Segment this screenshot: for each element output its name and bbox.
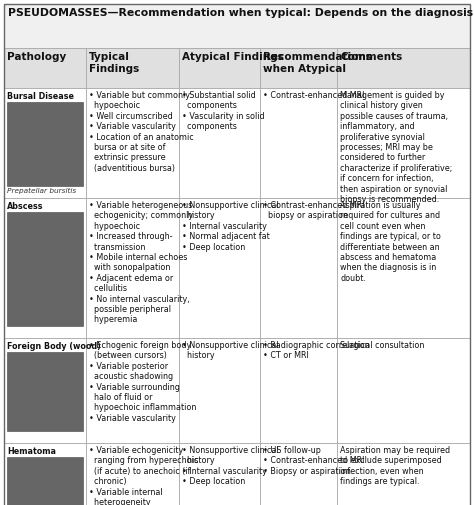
Bar xyxy=(337,198,470,338)
Text: • Radiographic correlation
• CT or MRI: • Radiographic correlation • CT or MRI xyxy=(263,341,370,361)
Text: • Echogenic foreign body
  (between cursors)
• Variable posterior
  acoustic sha: • Echogenic foreign body (between cursor… xyxy=(89,341,196,423)
Text: Comments: Comments xyxy=(340,52,402,62)
Bar xyxy=(85,198,179,338)
Bar xyxy=(260,198,337,338)
Bar xyxy=(179,198,260,338)
Text: Hematoma: Hematoma xyxy=(7,447,56,456)
Bar xyxy=(7,212,82,326)
Bar xyxy=(260,443,337,505)
Bar xyxy=(179,443,260,505)
Bar xyxy=(4,48,85,88)
Text: Surgical consultation: Surgical consultation xyxy=(340,341,425,350)
Bar xyxy=(85,48,179,88)
Bar xyxy=(85,338,179,443)
Bar xyxy=(7,457,82,505)
Text: • Variable heterogeneous
  echogenicity; commonly
  hypoechoic
• Increased throu: • Variable heterogeneous echogenicity; c… xyxy=(89,201,192,324)
Bar xyxy=(4,443,85,505)
Text: Abscess: Abscess xyxy=(7,202,44,211)
Bar xyxy=(337,338,470,443)
Text: • Variable but commonly
  hypoechoic
• Well circumscribed
• Variable vascularity: • Variable but commonly hypoechoic • Wel… xyxy=(89,91,193,173)
Text: • Nonsupportive clinical
  history
• Internal vascularity
• Normal adjacent fat
: • Nonsupportive clinical history • Inter… xyxy=(182,201,278,251)
Text: Atypical Findings: Atypical Findings xyxy=(182,52,283,62)
Bar xyxy=(260,48,337,88)
Bar xyxy=(4,338,85,443)
Text: • Variable echogenicity
  ranging from hyperechoic
  (if acute) to anechoic (if
: • Variable echogenicity ranging from hyp… xyxy=(89,446,198,505)
Bar xyxy=(7,102,82,186)
Text: Bursal Disease: Bursal Disease xyxy=(7,92,74,101)
Text: Management is guided by
clinical history given
possible causes of trauma,
inflam: Management is guided by clinical history… xyxy=(340,91,453,204)
Text: Aspiration may be required
to exclude superimposed
infection, even when
findings: Aspiration may be required to exclude su… xyxy=(340,446,450,486)
Text: Typical
Findings: Typical Findings xyxy=(89,52,139,74)
Text: • Contrast-enhanced MRI: • Contrast-enhanced MRI xyxy=(263,91,365,100)
Text: • Substantial solid
  components
• Vascularity in solid
  components: • Substantial solid components • Vascula… xyxy=(182,91,264,131)
Text: PSEUDOMASSES—Recommendation when typical: Depends on the diagnosis. Follow-up US: PSEUDOMASSES—Recommendation when typical… xyxy=(8,8,474,18)
Bar xyxy=(179,88,260,198)
Bar xyxy=(85,443,179,505)
Text: Prepatellar bursitis: Prepatellar bursitis xyxy=(7,188,76,194)
Bar xyxy=(260,88,337,198)
Bar xyxy=(337,88,470,198)
Bar xyxy=(4,4,470,48)
Text: • Contrast-enhanced MRI
  biopsy or aspiration: • Contrast-enhanced MRI biopsy or aspira… xyxy=(263,201,365,220)
Text: • US follow-up
• Contrast-enhanced MRI
• Biopsy or aspiration: • US follow-up • Contrast-enhanced MRI •… xyxy=(263,446,365,476)
Text: Recommendations
when Atypical: Recommendations when Atypical xyxy=(263,52,372,74)
Bar xyxy=(85,88,179,198)
Bar xyxy=(337,443,470,505)
Bar xyxy=(7,352,82,431)
Text: Foreign Body (wood): Foreign Body (wood) xyxy=(7,342,101,351)
Text: Pathology: Pathology xyxy=(7,52,66,62)
Bar xyxy=(179,338,260,443)
Text: Aspiration is usually
required for cultures and
cell count even when
findings ar: Aspiration is usually required for cultu… xyxy=(340,201,441,283)
Bar xyxy=(4,198,85,338)
Bar xyxy=(260,338,337,443)
Text: • Nonsupportive clinical
  history: • Nonsupportive clinical history xyxy=(182,341,278,361)
Bar xyxy=(4,88,85,198)
Bar xyxy=(337,48,470,88)
Bar xyxy=(179,48,260,88)
Text: • Nonsupportive clinical
  history
• Internal vascularity
• Deep location: • Nonsupportive clinical history • Inter… xyxy=(182,446,278,486)
